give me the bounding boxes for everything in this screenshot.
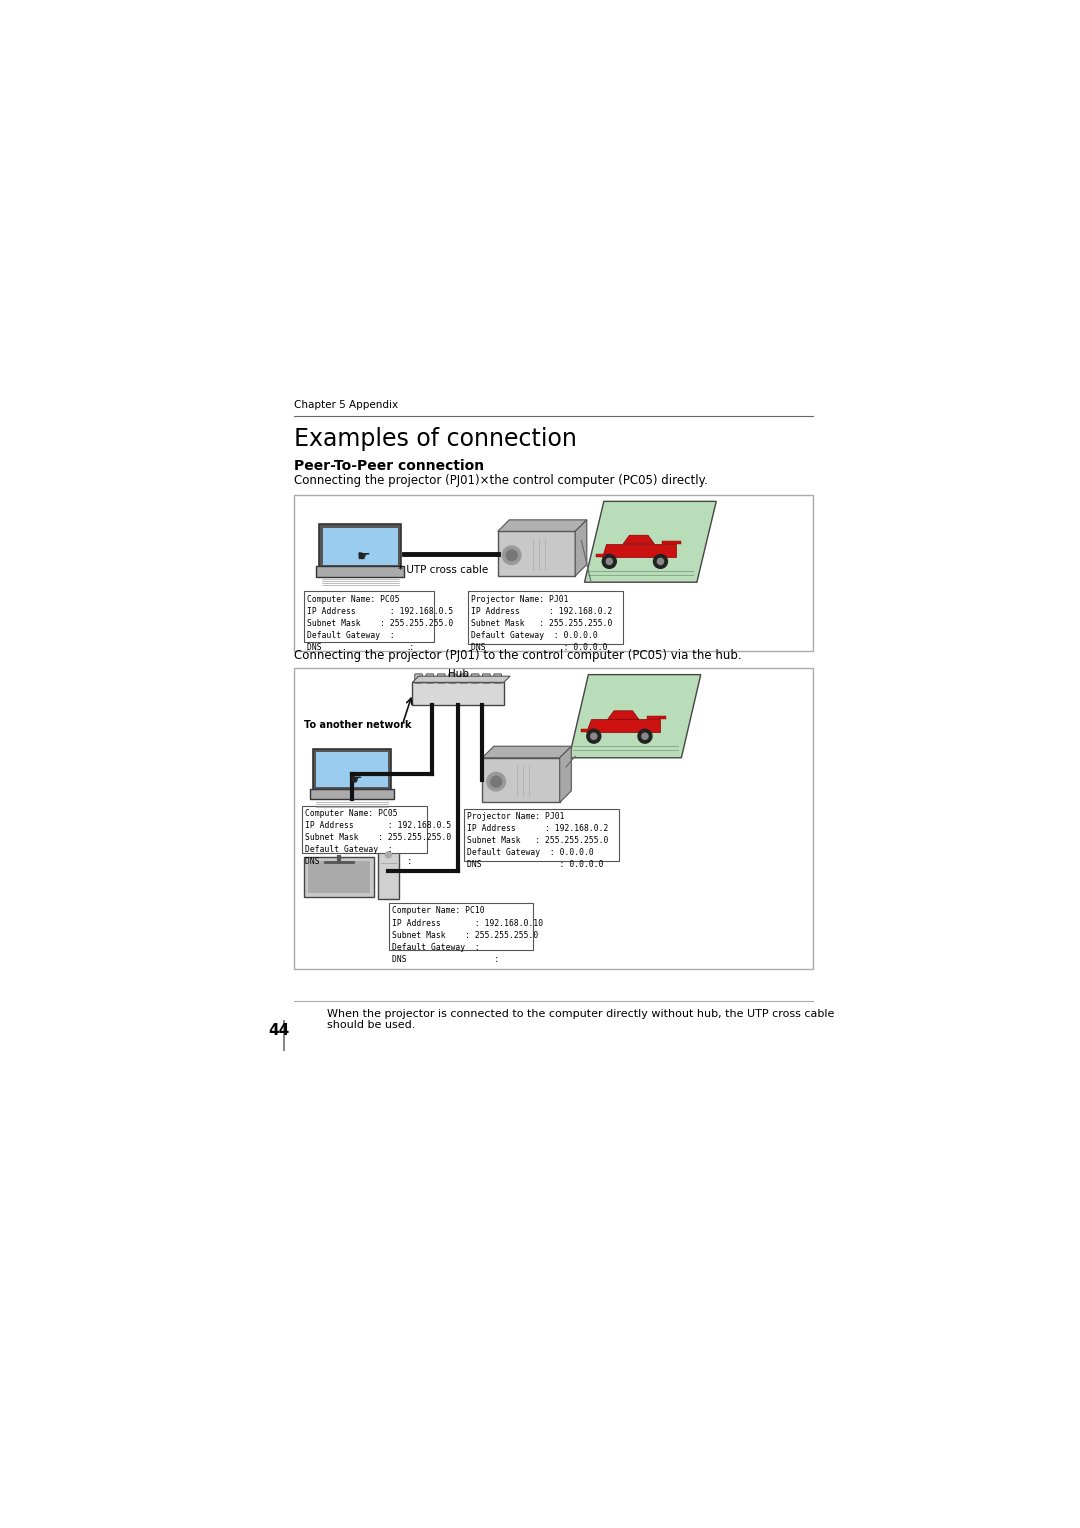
Polygon shape (608, 711, 638, 720)
FancyBboxPatch shape (415, 674, 422, 683)
Text: Hub: Hub (448, 669, 469, 680)
FancyBboxPatch shape (310, 788, 394, 799)
FancyBboxPatch shape (469, 591, 623, 643)
Polygon shape (413, 677, 510, 683)
Polygon shape (498, 520, 586, 532)
FancyBboxPatch shape (494, 674, 501, 683)
Polygon shape (576, 520, 586, 576)
Circle shape (502, 545, 521, 564)
Circle shape (653, 555, 667, 568)
Polygon shape (596, 553, 611, 556)
FancyBboxPatch shape (464, 808, 619, 860)
Text: Chapter 5 Appendix: Chapter 5 Appendix (294, 400, 399, 410)
FancyBboxPatch shape (389, 903, 532, 949)
Text: Projector Name: PJ01
IP Address      : 192.168.0.2
Subnet Mask   : 255.255.255.0: Projector Name: PJ01 IP Address : 192.16… (468, 811, 609, 869)
FancyBboxPatch shape (498, 532, 576, 576)
Text: Computer Name: PC05
IP Address       : 192.168.0.5
Subnet Mask    : 255.255.255.: Computer Name: PC05 IP Address : 192.168… (305, 808, 451, 866)
Text: Peer-To-Peer connection: Peer-To-Peer connection (294, 458, 484, 472)
FancyBboxPatch shape (316, 752, 388, 787)
Circle shape (642, 733, 648, 740)
Polygon shape (581, 729, 596, 732)
Polygon shape (584, 501, 716, 582)
FancyBboxPatch shape (471, 674, 480, 683)
FancyBboxPatch shape (413, 683, 504, 706)
FancyBboxPatch shape (323, 527, 397, 564)
FancyBboxPatch shape (316, 565, 404, 578)
Polygon shape (559, 746, 571, 802)
Text: Projector Name: PJ01
IP Address      : 192.168.0.2
Subnet Mask   : 255.255.255.0: Projector Name: PJ01 IP Address : 192.16… (471, 594, 612, 652)
FancyBboxPatch shape (313, 749, 391, 790)
FancyBboxPatch shape (303, 591, 434, 642)
Text: Examples of connection: Examples of connection (294, 428, 577, 451)
FancyBboxPatch shape (448, 674, 457, 683)
Polygon shape (586, 720, 661, 732)
FancyBboxPatch shape (294, 668, 813, 969)
FancyBboxPatch shape (294, 495, 813, 651)
Text: 44: 44 (268, 1022, 289, 1038)
FancyBboxPatch shape (427, 674, 434, 683)
FancyBboxPatch shape (460, 674, 468, 683)
FancyBboxPatch shape (320, 524, 401, 567)
Circle shape (490, 776, 501, 787)
Text: * UTP cross cable: * UTP cross cable (399, 564, 489, 575)
Text: When the projector is connected to the computer directly without hub, the UTP cr: When the projector is connected to the c… (327, 1008, 835, 1030)
Circle shape (638, 729, 652, 743)
Circle shape (507, 550, 517, 561)
FancyBboxPatch shape (303, 857, 374, 897)
FancyBboxPatch shape (308, 860, 369, 894)
FancyBboxPatch shape (437, 674, 445, 683)
Polygon shape (482, 746, 571, 758)
Text: Computer Name: PC05
IP Address       : 192.168.0.5
Subnet Mask    : 255.255.255.: Computer Name: PC05 IP Address : 192.168… (307, 594, 454, 652)
Circle shape (487, 773, 505, 792)
Polygon shape (662, 541, 681, 544)
Text: ☛: ☛ (356, 549, 370, 564)
FancyBboxPatch shape (378, 843, 400, 898)
Circle shape (606, 558, 612, 564)
FancyBboxPatch shape (482, 758, 559, 802)
Text: ☛: ☛ (350, 773, 362, 787)
Polygon shape (602, 544, 676, 556)
Polygon shape (647, 717, 666, 720)
Text: Computer Name: PC10
IP Address       : 192.168.0.10
Subnet Mask    : 255.255.255: Computer Name: PC10 IP Address : 192.168… (392, 906, 543, 964)
Circle shape (586, 729, 600, 743)
Text: Connecting the projector (PJ01)×the control computer (PC05) directly.: Connecting the projector (PJ01)×the cont… (294, 474, 707, 487)
Circle shape (603, 555, 617, 568)
FancyBboxPatch shape (483, 674, 490, 683)
Polygon shape (623, 535, 654, 544)
Circle shape (658, 558, 663, 564)
FancyBboxPatch shape (301, 805, 428, 853)
Text: Connecting the projector (PJ01) to the control computer (PC05) via the hub.: Connecting the projector (PJ01) to the c… (294, 649, 742, 662)
Circle shape (591, 733, 597, 740)
Polygon shape (569, 675, 701, 758)
Circle shape (386, 851, 392, 857)
Text: To another network: To another network (303, 720, 411, 730)
